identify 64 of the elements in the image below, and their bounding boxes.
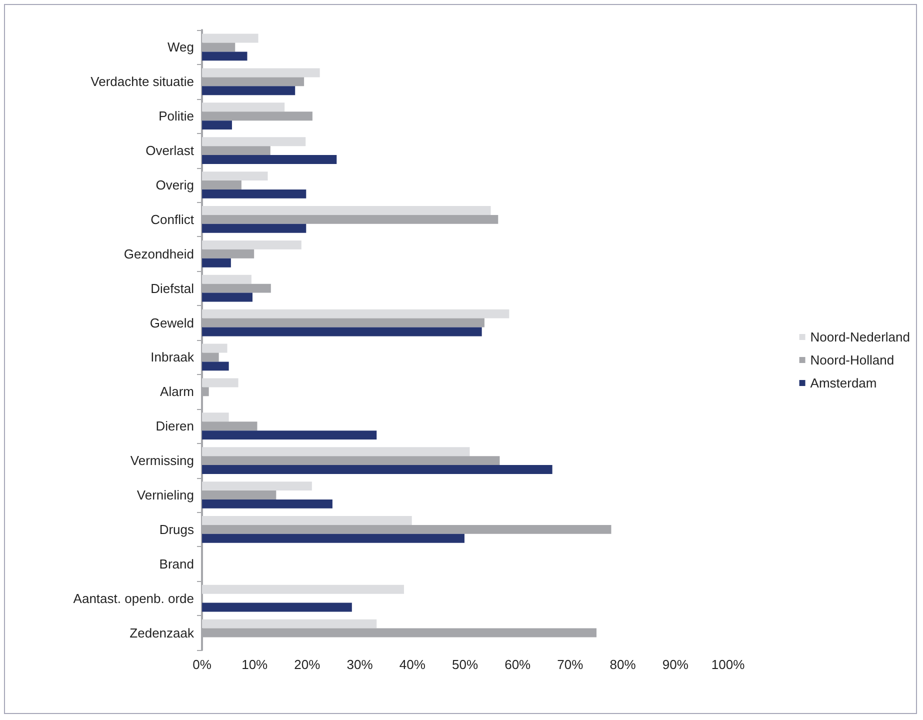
y-tick-label: Brand: [159, 556, 194, 572]
y-tick-label: Diefstal: [150, 280, 194, 296]
bar: [202, 344, 228, 353]
bar: [202, 240, 302, 250]
bar: [202, 378, 238, 388]
bar: [202, 584, 404, 594]
x-tick-label: 100%: [711, 657, 746, 672]
legend-label: Amsterdam: [810, 376, 877, 390]
y-tick-label: Drugs: [159, 522, 194, 537]
x-tick-label: 70%: [557, 657, 584, 672]
bar: [202, 482, 312, 491]
bar: [202, 120, 232, 130]
bar: [202, 102, 285, 112]
x-tick-label: 90%: [662, 657, 689, 672]
bar: [202, 206, 491, 215]
y-tick-label: Gezondheid: [124, 246, 194, 262]
bar: [202, 137, 306, 146]
bar: [202, 516, 412, 525]
bar: [202, 412, 229, 422]
bar: [202, 68, 320, 78]
x-tick-label: 20%: [294, 657, 321, 672]
x-tick-label: 80%: [610, 657, 636, 672]
bar: [202, 602, 352, 612]
bar: [202, 465, 552, 474]
y-tick-label: Vernieling: [136, 488, 194, 502]
bar: [202, 172, 268, 181]
x-tick-label: 60%: [504, 657, 532, 672]
y-tick-label: Overig: [156, 178, 194, 192]
y-tick-label: Inbraak: [150, 350, 194, 365]
y-tick-label: Geweld: [150, 315, 194, 330]
y-tick-label: Dieren: [156, 418, 194, 434]
y-tick-label: Conflict: [150, 212, 194, 227]
x-tick-label: 0%: [192, 657, 212, 672]
x-tick-label: 10%: [242, 657, 268, 672]
bar: [202, 34, 258, 43]
bar: [202, 258, 231, 268]
bar: [202, 86, 296, 96]
bar: [202, 52, 248, 61]
y-tick-label: Overlast: [146, 143, 194, 158]
bar: [202, 309, 510, 318]
bar: [202, 447, 470, 456]
x-tick-label: 50%: [452, 657, 478, 672]
x-tick-label: 40%: [399, 657, 426, 672]
bar: [202, 327, 482, 336]
y-tick-label: Zedenzaak: [130, 625, 194, 640]
y-tick-label: Aantast. openb. orde: [73, 590, 194, 606]
y-tick-label: Alarm: [160, 384, 194, 400]
bar: [202, 534, 464, 543]
bar: [202, 224, 306, 233]
y-tick-label: Politie: [158, 108, 194, 124]
x-tick-label: 30%: [346, 657, 374, 672]
bar: [202, 430, 377, 440]
bar: [202, 499, 332, 508]
y-tick-label: Weg: [168, 40, 194, 55]
bar: [202, 155, 337, 164]
y-tick-label: Vermissing: [130, 453, 194, 468]
y-tick-label: Verdachte situatie: [90, 74, 194, 90]
legend-label: Noord-Nederland: [810, 330, 910, 344]
bar: [202, 362, 229, 371]
bar: [202, 274, 252, 284]
legend-label: Noord-Holland: [810, 352, 894, 368]
bar: [202, 292, 252, 302]
bar: [202, 619, 377, 628]
bar: [202, 189, 306, 198]
